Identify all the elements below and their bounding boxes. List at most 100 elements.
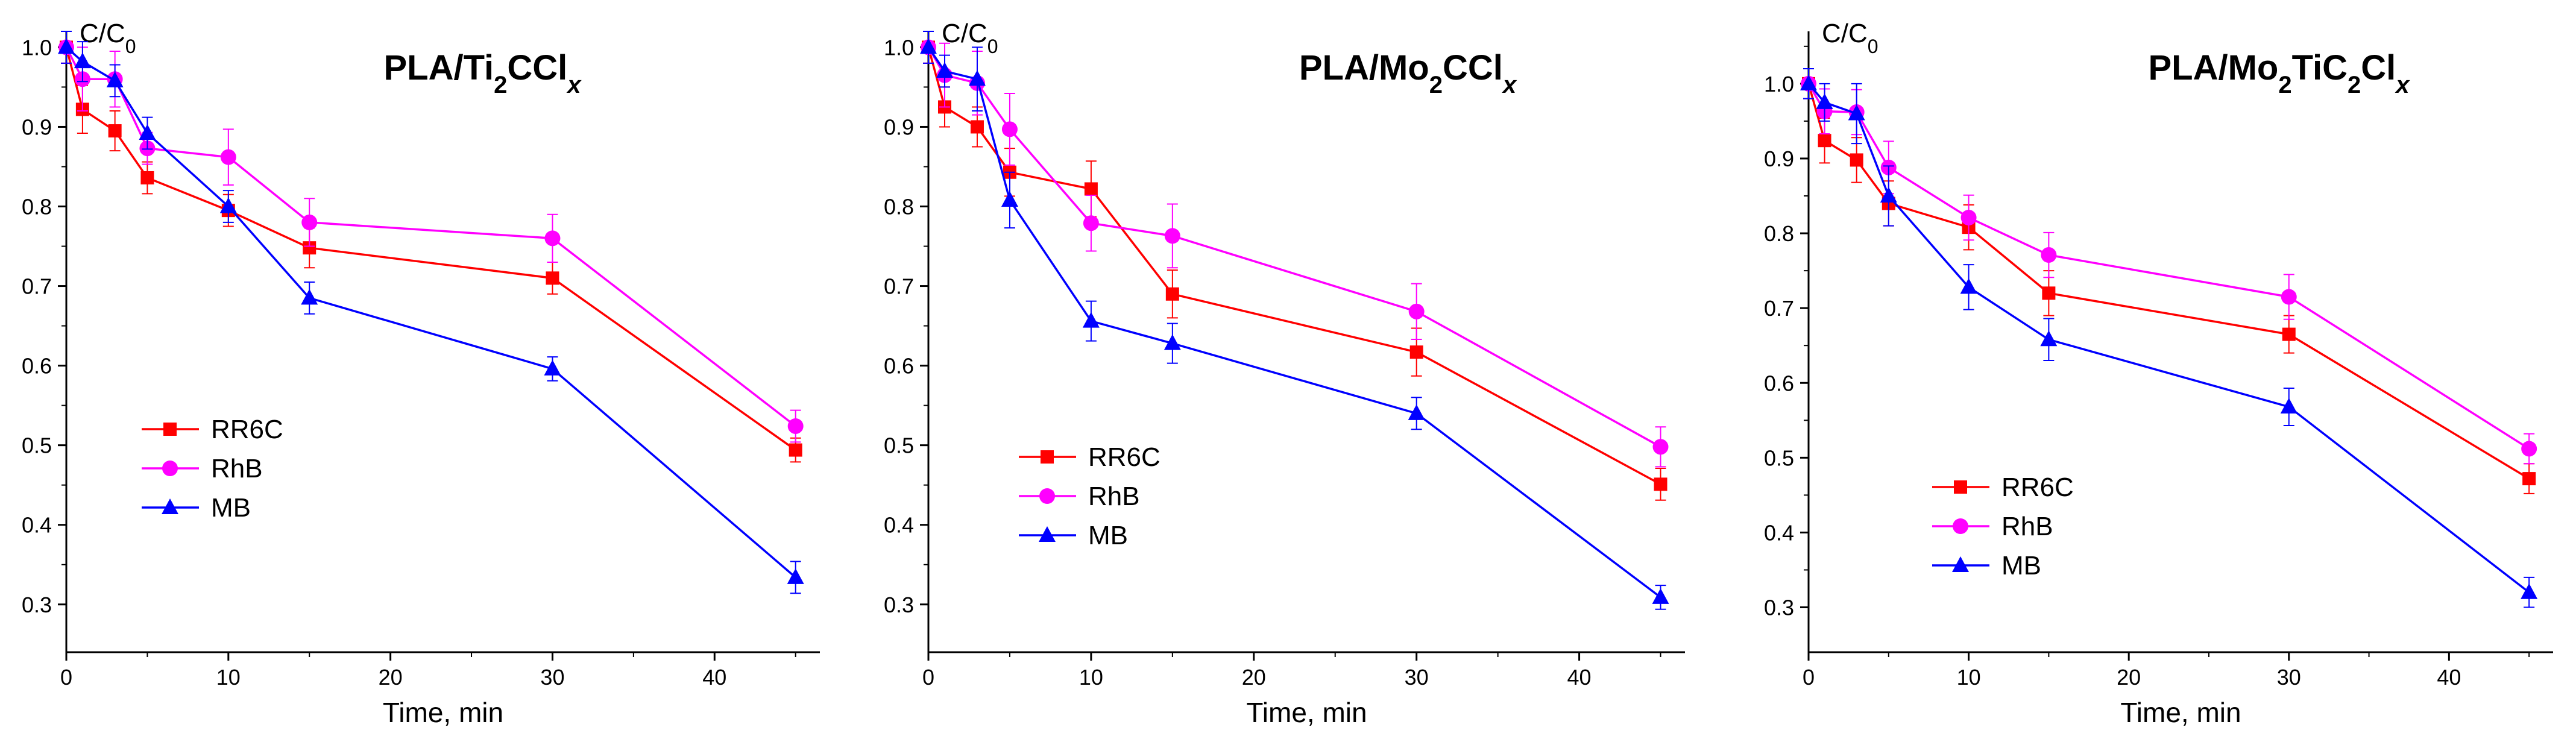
rhb-point bbox=[787, 418, 804, 434]
mb-point bbox=[106, 71, 124, 87]
mb-point bbox=[544, 359, 561, 376]
x-axis-label: Time, min bbox=[1246, 697, 1367, 728]
legend-label: MB bbox=[2001, 551, 2041, 580]
mb-point bbox=[2521, 583, 2538, 599]
chart-title: PLA/Mo2TiC2Clx bbox=[2149, 48, 2411, 98]
rr6c-line bbox=[927, 46, 1661, 485]
series-mb bbox=[58, 31, 804, 594]
x-tick-label: 0 bbox=[60, 665, 72, 690]
rr6c-point bbox=[303, 241, 316, 255]
rhb-point bbox=[544, 230, 561, 247]
rhb-line bbox=[1807, 83, 2530, 450]
x-tick-label: 30 bbox=[540, 665, 564, 690]
y-tick-label: 1.0 bbox=[1764, 72, 1794, 96]
x-axis-label: Time, min bbox=[2120, 697, 2241, 728]
rr6c-point bbox=[140, 171, 154, 184]
rr6c-point bbox=[546, 271, 559, 285]
series-rr6c bbox=[922, 31, 1667, 501]
rr6c-point bbox=[1654, 477, 1667, 491]
y-tick-label: 0.4 bbox=[884, 513, 914, 538]
y-tick-label: 0.4 bbox=[1764, 520, 1794, 545]
x-tick-label: 40 bbox=[2437, 665, 2461, 690]
series-mb bbox=[1800, 68, 2538, 608]
legend: RR6C RhB MB bbox=[1019, 442, 1160, 550]
mb-point bbox=[1408, 404, 1425, 420]
legend-circle-icon bbox=[1953, 518, 1968, 534]
y-axis-label: C/C0 bbox=[80, 19, 136, 57]
mb-point bbox=[1082, 312, 1100, 328]
x-axis-label: Time, min bbox=[383, 697, 503, 728]
mb-point bbox=[1816, 93, 1833, 109]
mb-line bbox=[65, 46, 796, 579]
rr6c-point bbox=[2042, 286, 2056, 300]
x-tick-label: 0 bbox=[922, 665, 934, 690]
y-tick-label: 0.6 bbox=[22, 354, 52, 379]
x-tick-label: 30 bbox=[1405, 665, 1429, 690]
legend-label: RhB bbox=[211, 454, 263, 483]
chart-panel-1: 0 10 20 30 40 0.3 0.4 0.5 0.6 0.7 0.8 0.9 1.0 C/C0 Tim… bbox=[22, 19, 820, 728]
x-tick-label: 0 bbox=[1803, 665, 1815, 690]
legend-triangle-icon bbox=[1039, 526, 1056, 542]
mb-point bbox=[2040, 330, 2058, 347]
chart-panel-2: 0 10 20 30 40 0.3 0.4 0.5 0.6 0.7 0.8 0.9 1.0 C/C0 Tim… bbox=[884, 19, 1685, 728]
x-tick-label: 10 bbox=[1957, 665, 1981, 690]
rhb-line bbox=[65, 46, 796, 427]
y-tick-label: 0.7 bbox=[22, 274, 52, 299]
rr6c-point bbox=[2282, 327, 2296, 341]
rr6c-point bbox=[1409, 345, 1423, 359]
rhb-point bbox=[2521, 441, 2537, 457]
legend-square-icon bbox=[1954, 480, 1967, 494]
x-tick-label: 40 bbox=[702, 665, 726, 690]
mb-point bbox=[1800, 74, 1817, 90]
mb-point bbox=[1164, 334, 1181, 350]
rhb-point bbox=[1408, 303, 1425, 319]
y-tick-label: 0.6 bbox=[1764, 371, 1794, 395]
rhb-line bbox=[927, 46, 1661, 448]
mb-point bbox=[1960, 278, 1977, 294]
y-tick-label: 1.0 bbox=[884, 35, 914, 60]
legend-circle-icon bbox=[1039, 488, 1055, 504]
rr6c-point bbox=[108, 124, 122, 138]
mb-point bbox=[1880, 187, 1897, 203]
mb-point bbox=[1001, 190, 1018, 207]
rr6c-point bbox=[970, 120, 984, 134]
mb-point bbox=[58, 38, 75, 54]
legend-label: MB bbox=[1088, 521, 1128, 550]
rr6c-point bbox=[789, 443, 802, 457]
rr6c-point bbox=[1165, 287, 1179, 301]
series-mb bbox=[920, 31, 1669, 610]
legend-label: RR6C bbox=[211, 415, 283, 444]
y-tick-label: 0.8 bbox=[884, 195, 914, 219]
chart-title: PLA/Mo2CClx bbox=[1299, 48, 1517, 98]
y-tick-label: 0.9 bbox=[22, 115, 52, 139]
rr6c-line bbox=[65, 46, 796, 451]
legend-label: RhB bbox=[1088, 482, 1140, 511]
rhb-point bbox=[1960, 210, 1977, 225]
x-tick-label: 10 bbox=[216, 665, 241, 690]
mb-line bbox=[1807, 83, 2530, 594]
legend-label: RhB bbox=[2001, 512, 2053, 541]
y-tick-label: 0.5 bbox=[884, 433, 914, 458]
mb-point bbox=[936, 62, 953, 78]
rr6c-line bbox=[1807, 83, 2530, 480]
chart-title: PLA/Ti2CClx bbox=[384, 48, 582, 98]
legend: RR6C RhB MB bbox=[142, 415, 283, 523]
y-axis-label: C/C0 bbox=[1822, 19, 1878, 57]
x-tick-label: 40 bbox=[1567, 665, 1592, 690]
y-tick-label: 0.6 bbox=[884, 354, 914, 379]
y-tick-label: 0.7 bbox=[1764, 296, 1794, 321]
mb-point bbox=[74, 52, 91, 69]
rr6c-point bbox=[2522, 472, 2536, 486]
mb-point bbox=[1848, 104, 1865, 121]
rr6c-point bbox=[1818, 134, 1831, 148]
y-tick-label: 0.3 bbox=[884, 593, 914, 617]
y-tick-label: 0.9 bbox=[1764, 146, 1794, 171]
y-tick-label: 0.8 bbox=[22, 195, 52, 219]
legend-square-icon bbox=[1041, 450, 1054, 464]
x-tick-label: 10 bbox=[1079, 665, 1103, 690]
rhb-point bbox=[301, 214, 318, 230]
rhb-point bbox=[220, 149, 236, 165]
rhb-point bbox=[1001, 121, 1018, 137]
